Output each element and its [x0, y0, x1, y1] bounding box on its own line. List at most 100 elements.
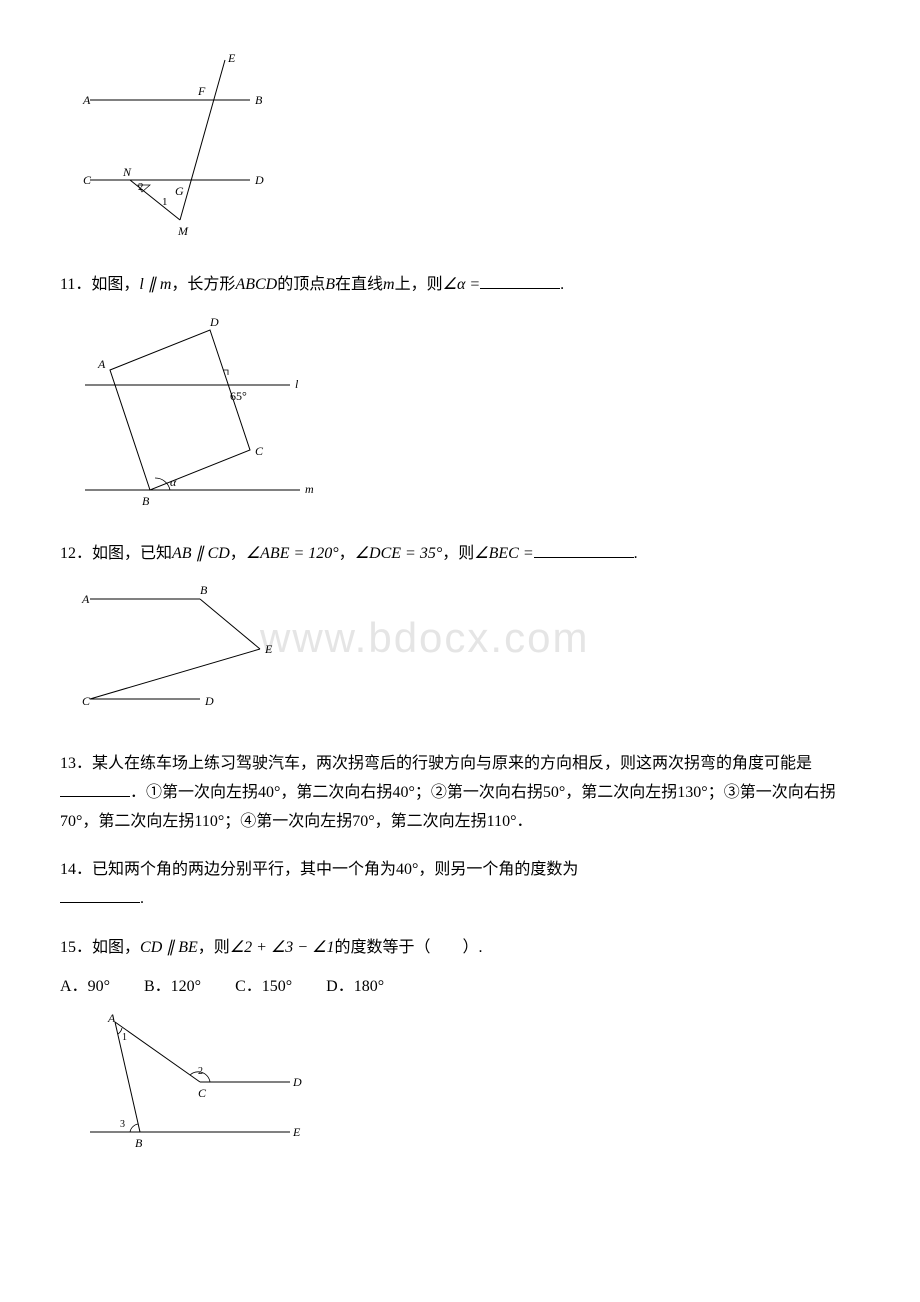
q12-sep2: ， [339, 545, 355, 562]
fig12-B: B [200, 583, 208, 597]
q11-mid: ，长方形 [171, 276, 235, 293]
q14-text2: ，则另一个角的度数为 [418, 861, 578, 878]
fig11-angle65: 65° [230, 389, 247, 403]
fig11-D: D [209, 315, 219, 329]
q13-a3: 50° [543, 784, 565, 801]
q11-mid2: 的顶点 [277, 276, 325, 293]
q11-after: 上，则 [395, 276, 443, 293]
q12-blank [534, 541, 634, 558]
q12-prefix: 12．如图，已知 [60, 545, 172, 562]
question-15: 15．如图，CD ∥ BE，则∠2 + ∠3 − ∠1的度数等于（ ）. A．9… [60, 934, 860, 1162]
q15-opt-c[interactable]: C．150° [235, 973, 292, 1002]
q13-t8: ，第二次向左拐 [375, 813, 487, 830]
q11-ask: ∠α = [443, 276, 481, 293]
q11-rect: ABCD [235, 276, 277, 293]
q13-a5: 70° [60, 813, 82, 830]
q11-blank [480, 272, 560, 289]
question-11: 11．如图，l ∥ m，长方形ABCD的顶点B在直线m上，则∠α =. A D … [60, 271, 860, 521]
fig15-A: A [107, 1012, 116, 1025]
q13-t9: ． [516, 813, 532, 830]
fig11-C: C [255, 444, 264, 458]
q12-then: 则 [458, 545, 474, 562]
fig12-C: C [82, 694, 91, 708]
q11-suffix: . [560, 276, 564, 293]
fig12-D: D [204, 694, 214, 708]
fig12-E: E [264, 642, 273, 656]
q13-a7: 70° [352, 813, 374, 830]
q12-cond1: AB ∥ CD [172, 545, 230, 562]
q15-options: A．90° B．120° C．150° D．180° [60, 973, 860, 1002]
opt-c-val: 150° [262, 978, 292, 995]
fig10-svg: A B C D E F G M N 1 2 [80, 50, 280, 240]
fig10-label-N: N [122, 165, 132, 179]
q13-t2: ，第二次向右拐 [280, 784, 392, 801]
q15-cond: CD ∥ BE [140, 939, 198, 956]
q15-opt-d[interactable]: D．180° [326, 973, 384, 1002]
fig15-ang2: 2 [198, 1066, 203, 1077]
q13-a2: 40° [392, 784, 414, 801]
fig10-label-C: C [83, 173, 92, 187]
q11-line: m [383, 276, 395, 293]
figure-q15: A C D B E 1 2 3 [80, 1012, 860, 1163]
opt-c-label: C． [235, 978, 262, 995]
opt-a-val: 90° [88, 978, 110, 995]
q13-t6: ，第二次向左拐 [82, 813, 194, 830]
fig15-C: C [198, 1086, 207, 1100]
q15-opt-a[interactable]: A．90° [60, 973, 110, 1002]
figure-q11: A D C B l m 65° α [80, 310, 860, 521]
q15-after: 的度数等于（ ）. [334, 939, 482, 956]
q11-text: 11．如图，l ∥ m，长方形ABCD的顶点B在直线m上，则∠α =. [60, 271, 860, 300]
fig10-label-M: M [177, 224, 189, 238]
q14-main: 14．已知两个角的两边分别平行，其中一个角为 [60, 861, 396, 878]
q12-sep1: ， [230, 545, 246, 562]
q11-mid3: 在直线 [335, 276, 383, 293]
question-14: 14．已知两个角的两边分别平行，其中一个角为40°，则另一个角的度数为. [60, 856, 860, 914]
q11-cond: l ∥ m [139, 276, 171, 293]
q13-t7: ；④第一次向左拐 [224, 813, 352, 830]
opt-a-label: A． [60, 978, 88, 995]
fig10-label-E: E [227, 51, 236, 65]
fig11-alpha: α [170, 475, 177, 489]
q15-opt-b[interactable]: B．120° [144, 973, 201, 1002]
q13-text: 13．某人在练车场上练习驾驶汽车，两次拐弯后的行驶方向与原来的方向相反，则这两次… [60, 750, 860, 836]
q13-a1: 40° [258, 784, 280, 801]
opt-d-label: D． [326, 978, 354, 995]
q12-text: 12．如图，已知AB ∥ CD，∠ABE = 120°，∠DCE = 35°，则… [60, 540, 860, 569]
q14-text: 14．已知两个角的两边分别平行，其中一个角为40°，则另一个角的度数为. [60, 856, 860, 914]
figure-q10: A B C D E F G M N 1 2 [80, 50, 860, 251]
q11-pt: B [325, 276, 335, 293]
q15-text: 15．如图，CD ∥ BE，则∠2 + ∠3 − ∠1的度数等于（ ）. [60, 934, 860, 963]
q15-expr: ∠2 + ∠3 − ∠1 [230, 939, 335, 956]
fig10-label-G: G [175, 184, 184, 198]
q14-ang: 40° [396, 861, 418, 878]
q12-ask: ∠BEC = [474, 545, 533, 562]
fig10-label-F: F [197, 84, 206, 98]
fig15-B: B [135, 1136, 143, 1150]
fig11-m: m [305, 482, 314, 496]
q12-cond3: ∠DCE = 35° [355, 545, 443, 562]
q12-suffix: . [634, 545, 638, 562]
q11-prefix: 11．如图， [60, 276, 139, 293]
fig15-D: D [292, 1075, 302, 1089]
fig11-A: A [97, 357, 106, 371]
fig15-E: E [292, 1125, 301, 1139]
q13-t3: ；②第一次向右拐 [415, 784, 543, 801]
q13-a4: 130° [677, 784, 707, 801]
figure-q12: A B E C D [80, 579, 860, 730]
opt-b-val: 120° [171, 978, 201, 995]
fig15-ang3: 3 [120, 1119, 125, 1130]
fig12-A: A [81, 592, 90, 606]
fig10-angle-1: 1 [162, 196, 168, 208]
question-12: 12．如图，已知AB ∥ CD，∠ABE = 120°，∠DCE = 35°，则… [60, 540, 860, 730]
opt-b-label: B． [144, 978, 171, 995]
q12-cond2: ∠ABE = 120° [246, 545, 339, 562]
fig11-svg: A D C B l m 65° α [80, 310, 320, 510]
fig10-label-A: A [82, 93, 91, 107]
fig11-l: l [295, 377, 299, 391]
q12-sep3: ， [442, 545, 458, 562]
fig10-label-B: B [255, 93, 263, 107]
q13-a8: 110° [487, 813, 517, 830]
q13-t4: ，第二次向左拐 [565, 784, 677, 801]
opt-d-val: 180° [354, 978, 384, 995]
q15-mid: ，则 [198, 939, 230, 956]
